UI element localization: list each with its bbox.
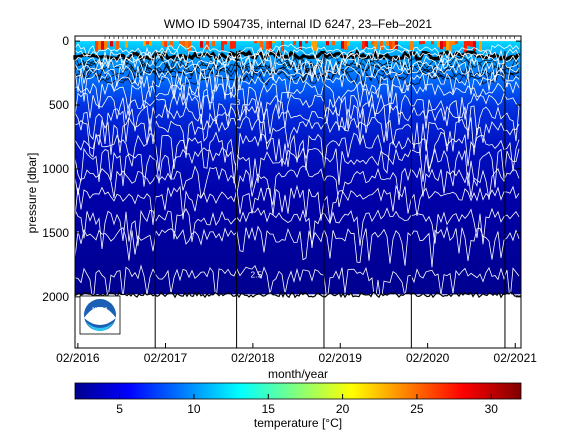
isotherm-line	[74, 184, 520, 225]
temperature-field	[75, 41, 521, 295]
isotherm-line	[74, 57, 520, 83]
isotherm-contours	[74, 43, 520, 305]
x-tick-label: 02/2020	[406, 351, 450, 365]
colorbar-tick-label: 10	[187, 402, 201, 416]
colorbar-tick-label: 20	[336, 402, 350, 416]
noaa-logo: NOAA	[79, 295, 121, 335]
isotherm-label: 8	[236, 98, 241, 107]
y-tick-label: 0	[62, 34, 69, 48]
colorbar-tick-label: 25	[410, 402, 424, 416]
colorbar-label: temperature [°C]	[254, 416, 342, 430]
shallow-isotherm-line	[74, 70, 520, 86]
x-tick-label: 02/2021	[494, 351, 538, 365]
colorbar-tick-label: 30	[485, 402, 499, 416]
plot-area: 8 2.5 02/2016 02/2017 02/2018 02/2019 02/2020 0…	[42, 34, 537, 365]
isotherm-line	[74, 80, 520, 117]
noaa-logo-text: NOAA	[92, 307, 108, 313]
isotherm-line	[74, 102, 520, 145]
x-tick-label: 02/2017	[144, 351, 188, 365]
y-tick-label: 2000	[42, 290, 69, 304]
chart-title: WMO ID 5904735, internal ID 6247, 23–Feb…	[164, 17, 432, 31]
x-tick-label: 02/2019	[319, 351, 363, 365]
profile-bottom-edge	[74, 291, 522, 299]
y-tick-label: 1500	[42, 226, 69, 240]
y-tick-label: 500	[49, 98, 69, 112]
x-tick-label: 02/2018	[231, 351, 275, 365]
isotherm-line	[74, 225, 520, 268]
isotherm-line	[74, 43, 520, 64]
profile-time-ticks	[104, 36, 515, 39]
colorbar-gradient	[74, 382, 522, 400]
isotherm-line	[74, 207, 520, 249]
colorbar: 5 10 15 20 25 30	[74, 382, 522, 416]
isotherm-line	[74, 64, 520, 95]
x-tick-label: 02/2016	[56, 351, 100, 365]
isotherm-label: 2.5	[251, 271, 263, 280]
isotherm-line	[74, 147, 520, 188]
y-axis-label: pressure [dbar]	[25, 153, 39, 234]
x-axis-label: month/year	[268, 367, 328, 381]
isotherm-line	[74, 131, 520, 174]
isotherm-line	[74, 165, 520, 208]
colorbar-tick-label: 15	[262, 402, 276, 416]
colorbar-tick-label: 5	[116, 402, 123, 416]
isotherm-line	[74, 70, 520, 102]
y-tick-label: 1000	[42, 162, 69, 176]
surface-warm-layer	[95, 41, 482, 53]
isotherm-line	[74, 91, 520, 129]
isotherm-line	[74, 264, 520, 305]
isotherm-line	[74, 51, 520, 77]
axes-frame	[74, 35, 522, 349]
